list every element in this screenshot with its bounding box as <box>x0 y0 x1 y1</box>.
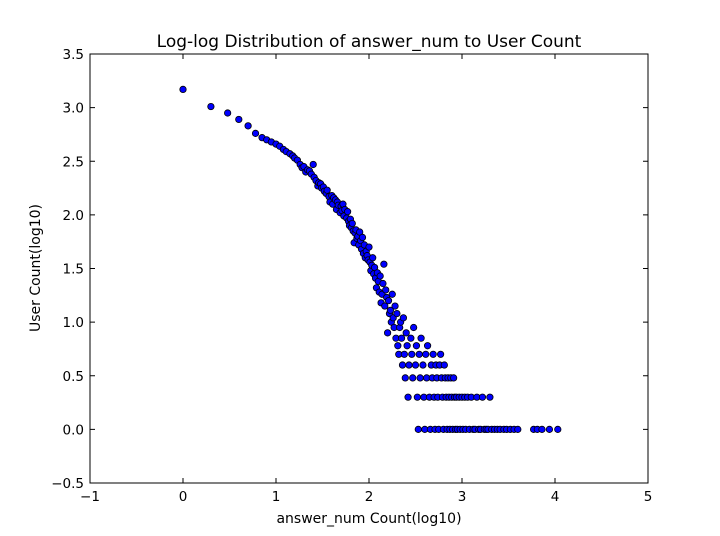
data-point <box>414 425 422 433</box>
data-point <box>369 254 377 262</box>
data-points <box>179 85 562 433</box>
data-point <box>400 350 408 358</box>
data-point <box>386 306 394 314</box>
data-point <box>380 260 388 268</box>
chart-title: Log-log Distribution of answer_num to Us… <box>157 32 582 52</box>
data-point <box>413 393 421 401</box>
data-point <box>422 350 430 358</box>
data-point <box>381 302 389 310</box>
data-point <box>391 302 399 310</box>
data-point <box>309 160 317 169</box>
data-point <box>554 425 562 433</box>
y-tick-label: 0.0 <box>63 422 84 438</box>
x-tick-label: 2 <box>365 489 374 505</box>
x-tick-label: 4 <box>551 489 560 505</box>
x-tick-label: 0 <box>179 489 188 505</box>
data-point <box>399 314 408 322</box>
data-point <box>417 334 425 342</box>
x-tick-label: 1 <box>272 489 281 505</box>
data-point <box>408 350 416 358</box>
data-point <box>403 342 411 350</box>
y-tick-label: 1.0 <box>63 315 84 331</box>
x-tick-label: −1 <box>80 489 100 505</box>
data-point <box>224 109 232 117</box>
data-point <box>437 350 445 358</box>
data-point <box>235 115 243 124</box>
y-axis-label: User Count(log10) <box>28 204 44 332</box>
data-point <box>514 425 522 433</box>
data-point <box>450 374 458 382</box>
y-tick-label: 2.0 <box>63 208 84 224</box>
data-point <box>207 102 215 111</box>
data-point <box>384 297 393 305</box>
data-point <box>383 329 392 337</box>
data-point <box>402 329 410 337</box>
data-point <box>486 393 494 401</box>
data-point <box>251 129 260 137</box>
data-point <box>405 361 413 369</box>
data-point <box>376 272 384 280</box>
data-point <box>429 350 437 358</box>
x-tick-label: 3 <box>458 489 467 505</box>
data-point <box>244 122 252 130</box>
data-point <box>398 361 407 369</box>
data-point <box>416 374 424 382</box>
data-point <box>388 290 396 298</box>
data-point <box>397 334 406 342</box>
y-tick-label: 3.5 <box>63 47 84 63</box>
data-point <box>379 279 387 288</box>
y-tick-label: 1.5 <box>63 262 84 278</box>
data-point <box>348 219 356 228</box>
data-point <box>393 309 401 318</box>
data-point <box>478 393 487 401</box>
y-tick-label: 2.5 <box>63 154 84 170</box>
data-point <box>410 323 418 332</box>
data-point <box>411 361 420 369</box>
data-point <box>358 233 367 241</box>
data-point <box>412 342 421 350</box>
axis-ticks: −1 0 1 2 3 4 5 −0.5 0.0 0.5 1.0 1.5 2.0 2.5 3.0 3.5 <box>51 47 652 505</box>
data-point <box>401 374 409 382</box>
y-tick-label: 3.0 <box>63 101 84 117</box>
data-point <box>404 393 412 401</box>
data-point <box>409 374 417 382</box>
data-point <box>538 425 546 433</box>
data-point <box>179 85 187 93</box>
data-point <box>365 243 373 251</box>
y-tick-label: −0.5 <box>51 476 84 492</box>
x-axis-label: answer_num Count(log10) <box>276 511 461 527</box>
data-point <box>415 350 423 358</box>
y-tick-label: 0.5 <box>63 369 84 385</box>
data-point <box>440 361 448 369</box>
data-point <box>545 425 554 433</box>
x-tick-label: 5 <box>644 489 653 505</box>
data-point <box>323 186 331 194</box>
data-point <box>423 342 432 350</box>
data-point <box>382 286 390 294</box>
data-point <box>344 208 352 216</box>
data-point <box>419 361 427 369</box>
data-point <box>407 334 415 342</box>
data-point <box>394 342 402 350</box>
